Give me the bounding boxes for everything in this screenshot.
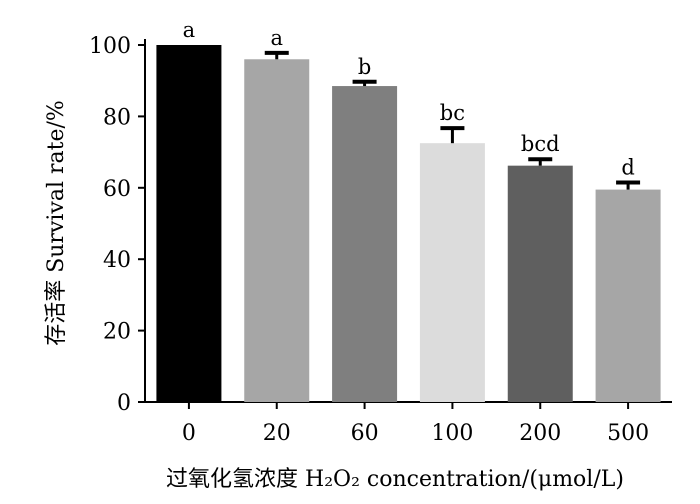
significance-label: bc bbox=[440, 101, 465, 125]
y-tick-label: 60 bbox=[103, 177, 131, 202]
x-tick-label: 0 bbox=[182, 421, 196, 446]
significance-label: d bbox=[621, 155, 634, 179]
y-axis-label: 存活率 Survival rate/% bbox=[44, 100, 69, 346]
significance-label: b bbox=[358, 55, 371, 79]
significance-label: a bbox=[183, 18, 196, 42]
y-tick-label: 80 bbox=[103, 105, 131, 130]
y-tick-label: 20 bbox=[103, 320, 131, 345]
significance-label: bcd bbox=[521, 132, 560, 156]
x-tick-label: 20 bbox=[263, 421, 291, 446]
bar bbox=[332, 86, 398, 403]
x-axis-label: 过氧化氢浓度 H₂O₂ concentration/(μmol/L) bbox=[166, 467, 624, 492]
bar bbox=[156, 45, 222, 402]
bar bbox=[595, 189, 661, 402]
x-tick-label: 500 bbox=[607, 421, 649, 446]
bar bbox=[507, 165, 573, 402]
significance-label: a bbox=[270, 26, 283, 50]
x-tick-label: 100 bbox=[431, 421, 473, 446]
bar bbox=[244, 59, 310, 402]
x-tick-label: 200 bbox=[519, 421, 561, 446]
y-tick-label: 100 bbox=[89, 34, 131, 59]
y-tick-label: 0 bbox=[117, 391, 131, 416]
x-tick-label: 60 bbox=[351, 421, 379, 446]
y-tick-label: 40 bbox=[103, 248, 131, 273]
plot-area: 0 20 40 60 80 100 a 0 a 20 b 60 bc 100 bcd 200 d 500 bbox=[89, 18, 672, 446]
bar bbox=[419, 143, 485, 403]
